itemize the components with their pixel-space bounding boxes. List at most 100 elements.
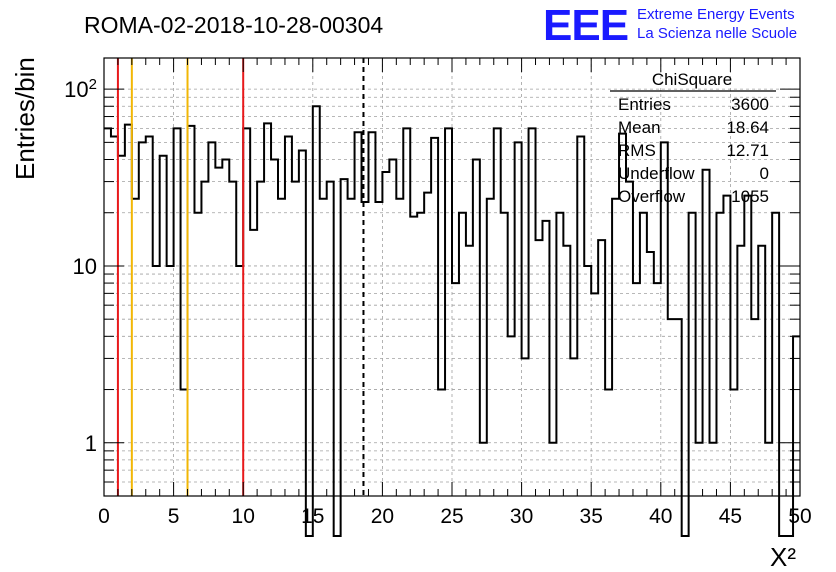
histogram-bin bbox=[215, 168, 222, 496]
eee-logo: EEE bbox=[543, 1, 628, 50]
stats-row-label: Mean bbox=[618, 118, 661, 137]
x-tick-label: 40 bbox=[649, 505, 672, 528]
histogram-bin bbox=[160, 156, 167, 496]
histogram-bin bbox=[389, 159, 396, 496]
histogram-layer bbox=[104, 105, 800, 537]
histogram-bin bbox=[174, 128, 181, 496]
histogram-bin bbox=[250, 230, 257, 496]
x-tick-label: 5 bbox=[168, 505, 180, 528]
histogram-bin bbox=[716, 213, 723, 496]
histogram-bin bbox=[793, 336, 800, 496]
histogram-bin bbox=[640, 213, 647, 496]
histogram-bin bbox=[473, 159, 480, 496]
histogram-bin bbox=[445, 128, 452, 496]
y-tick-label: 1 bbox=[85, 431, 97, 456]
x-tick-label: 35 bbox=[580, 505, 603, 528]
histogram-bin bbox=[647, 252, 654, 496]
x-axis-label: X² bbox=[770, 542, 796, 572]
histogram-bin bbox=[522, 358, 529, 496]
histogram-bin bbox=[382, 172, 389, 496]
x-tick-label: 20 bbox=[371, 505, 394, 528]
histogram-bin bbox=[487, 199, 494, 496]
histogram-bin bbox=[529, 128, 536, 496]
stats-row-value: 0 bbox=[760, 164, 769, 183]
stats-row-label: Underflow bbox=[618, 164, 695, 183]
logo-subtitle-line1: Extreme Energy Events bbox=[637, 6, 795, 23]
histogram-bin bbox=[612, 199, 619, 496]
histogram-bin bbox=[751, 319, 758, 496]
y-tick-label: 10 bbox=[73, 254, 97, 279]
histogram-bin bbox=[348, 199, 355, 496]
histogram-bin bbox=[167, 266, 174, 496]
histogram-bin bbox=[410, 217, 417, 496]
x-tick-label: 0 bbox=[98, 505, 110, 528]
histogram-bin bbox=[292, 182, 299, 496]
histogram-bin bbox=[153, 266, 160, 496]
histogram-bin bbox=[584, 266, 591, 496]
histogram-bin bbox=[271, 159, 278, 496]
histogram-bin bbox=[229, 182, 236, 496]
histogram-bin bbox=[313, 106, 320, 496]
histogram-bin bbox=[327, 182, 334, 496]
x-tick-label: 15 bbox=[301, 505, 324, 528]
y-axis-label: Entries/bin bbox=[10, 57, 40, 180]
histogram-bin bbox=[396, 199, 403, 496]
histogram-bin bbox=[299, 150, 306, 496]
stats-box: ChiSquare Entries 3600 Mean 18.64 RMS 12.71 Un… bbox=[610, 70, 776, 206]
histogram-bin bbox=[264, 123, 271, 496]
histogram-bin bbox=[194, 213, 201, 496]
histogram-bin bbox=[285, 136, 292, 496]
stats-row-value: 18.64 bbox=[726, 118, 769, 137]
histogram-bin bbox=[375, 202, 382, 496]
histogram-bin bbox=[222, 159, 229, 496]
histogram-bin bbox=[508, 336, 515, 496]
histogram-bin bbox=[118, 156, 125, 496]
stats-row-label: RMS bbox=[618, 141, 656, 160]
y-tick-exponent: 2 bbox=[89, 76, 97, 93]
histogram-bin bbox=[320, 199, 327, 496]
histogram-bin bbox=[668, 319, 675, 496]
histogram-outline bbox=[104, 105, 800, 537]
histogram-bin bbox=[459, 213, 466, 496]
chart-title: ROMA-02-2018-10-28-00304 bbox=[84, 12, 383, 38]
x-tick-label: 45 bbox=[719, 505, 742, 528]
x-tick-label: 50 bbox=[788, 505, 811, 528]
x-tick-label: 30 bbox=[510, 505, 533, 528]
logo-subtitle-line2: La Scienza nelle Scuole bbox=[637, 25, 797, 42]
stats-row-value: 1055 bbox=[731, 187, 769, 206]
stats-row-label: Overflow bbox=[618, 187, 686, 206]
histogram-bin bbox=[236, 266, 243, 496]
histogram-bin bbox=[403, 128, 410, 496]
histogram-bin bbox=[278, 199, 285, 496]
x-tick-label: 10 bbox=[232, 505, 255, 528]
histogram-bin bbox=[577, 136, 584, 496]
histogram-bin bbox=[146, 136, 153, 496]
histogram-bin bbox=[431, 138, 438, 496]
histogram-bin bbox=[243, 128, 250, 496]
histogram-bin bbox=[341, 179, 348, 496]
histogram-bin bbox=[104, 128, 111, 496]
reference-lines-layer bbox=[116, 58, 365, 496]
stats-row-value: 3600 bbox=[731, 95, 769, 114]
histogram-bin bbox=[501, 213, 508, 496]
histogram-bin bbox=[132, 199, 139, 496]
stats-row-value: 12.71 bbox=[726, 141, 769, 160]
histogram-bin bbox=[125, 125, 132, 496]
x-tick-label: 25 bbox=[440, 505, 463, 528]
histogram-bin bbox=[257, 182, 264, 496]
stats-rows: Entries 3600 Mean 18.64 RMS 12.71 Underflow 0 Ov… bbox=[618, 95, 769, 206]
histogram-bin bbox=[494, 128, 501, 496]
histogram-bin bbox=[591, 293, 598, 496]
histogram-bin bbox=[626, 182, 633, 496]
stats-row-label: Entries bbox=[618, 95, 671, 114]
histogram-bin bbox=[201, 182, 208, 496]
y-tick-label: 102 bbox=[64, 76, 97, 103]
histogram-bin bbox=[570, 358, 577, 496]
histogram-bin bbox=[689, 213, 696, 496]
histogram-bin bbox=[703, 170, 710, 496]
histogram-bin bbox=[675, 319, 682, 496]
histogram-bin bbox=[536, 240, 543, 496]
histogram-bin bbox=[111, 136, 118, 496]
